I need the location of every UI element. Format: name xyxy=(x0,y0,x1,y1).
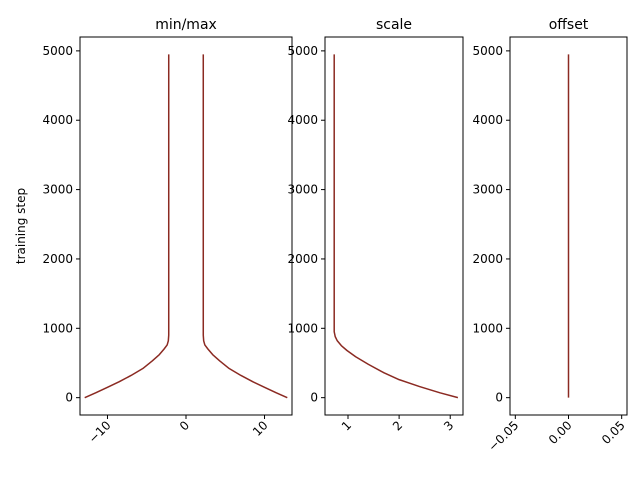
series-line-1 xyxy=(84,54,170,399)
y-tick-label: 0 xyxy=(495,391,503,405)
series-line-1 xyxy=(333,54,459,399)
y-tick-label: 2000 xyxy=(287,252,318,266)
y-tick-label: 2000 xyxy=(472,252,503,266)
chart-title: offset xyxy=(549,17,589,33)
y-tick-label: 3000 xyxy=(287,183,318,197)
y-tick-label: 5000 xyxy=(287,44,318,58)
y-tick-label: 5000 xyxy=(472,44,503,58)
y-tick-label: 5000 xyxy=(42,44,73,58)
y-tick-label: 1000 xyxy=(472,321,503,335)
y-tick-label: 1000 xyxy=(42,321,73,335)
y-axis-label: training step xyxy=(14,188,28,264)
chart-title: min/max xyxy=(155,17,217,33)
y-tick-label: 0 xyxy=(65,391,73,405)
series-line-2 xyxy=(202,54,288,399)
chart-title: scale xyxy=(376,17,412,33)
y-tick-label: 4000 xyxy=(472,113,503,127)
y-tick-label: 3000 xyxy=(42,183,73,197)
axes-frame xyxy=(324,36,464,416)
y-tick-label: 4000 xyxy=(42,113,73,127)
y-tick-label: 4000 xyxy=(287,113,318,127)
y-tick-label: 3000 xyxy=(472,183,503,197)
y-tick-label: 2000 xyxy=(42,252,73,266)
y-tick-label: 0 xyxy=(310,391,318,405)
y-tick-label: 1000 xyxy=(287,321,318,335)
